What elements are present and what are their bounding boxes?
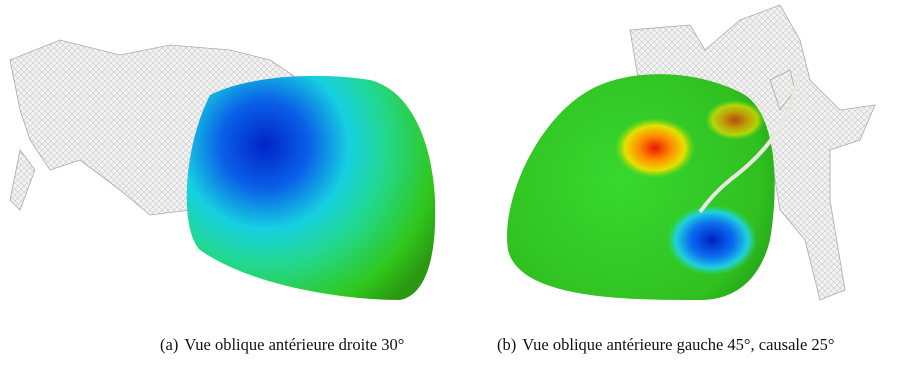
caption-text: Vue oblique antérieure gauche 45°, causa… (522, 335, 835, 354)
hot-zone (615, 118, 695, 178)
heart-a (186, 75, 436, 300)
hot-zone (705, 100, 765, 140)
caption-b: (b) Vue oblique antérieure gauche 45°, ca… (497, 334, 917, 356)
caption-label: (a) (160, 335, 179, 354)
caption-label: (b) (497, 335, 517, 354)
caption-text: Vue oblique antérieure droite 30° (184, 335, 405, 354)
renderings (9, 4, 876, 301)
vessels-a (9, 39, 301, 216)
cold-zone (667, 205, 757, 275)
caption-a: (a) Vue oblique antérieure droite 30° (160, 334, 460, 356)
catheter (698, 69, 802, 214)
